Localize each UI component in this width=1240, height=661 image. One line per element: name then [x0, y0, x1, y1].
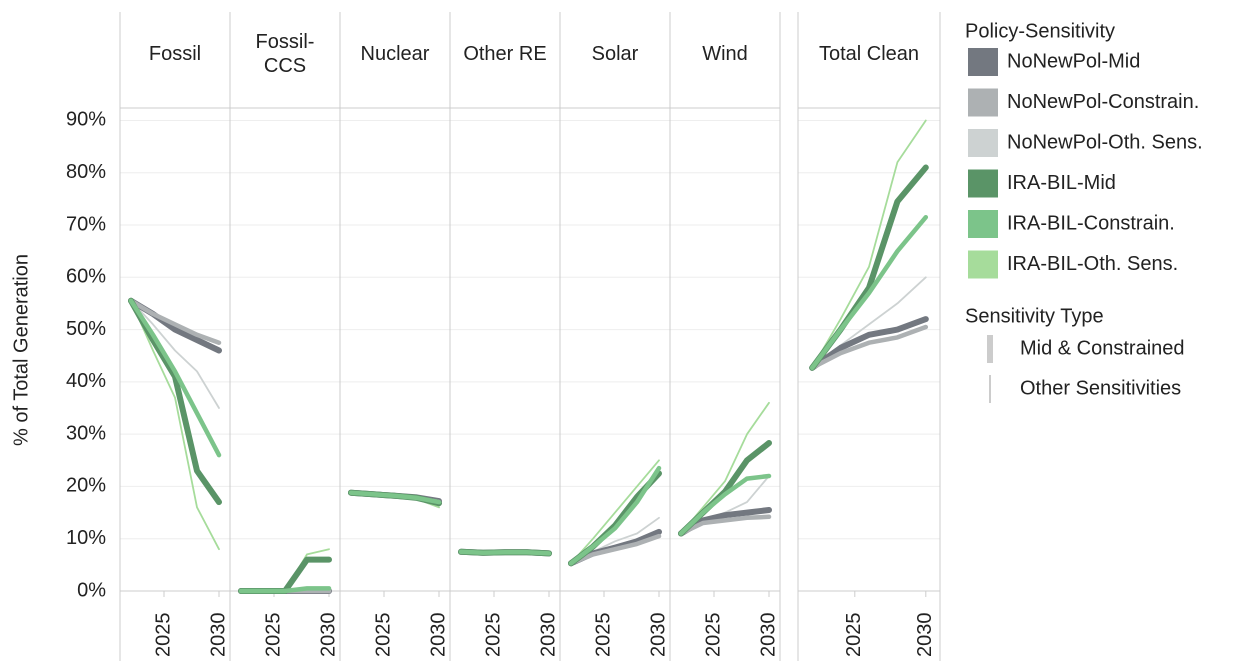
series-line [348, 490, 442, 505]
y-tick-label: 80% [66, 161, 106, 183]
x-tick-label: 2025 [372, 613, 394, 658]
x-tick-label: 2030 [427, 613, 449, 658]
series-line [570, 459, 660, 565]
panel-title: Solar [591, 43, 639, 65]
y-tick-label: 10% [66, 527, 106, 549]
series-line [240, 548, 330, 592]
legend-swatch [968, 210, 998, 238]
panel-title: Other RE [463, 43, 547, 65]
x-tick-label: 2025 [482, 613, 504, 658]
legend-swatch [968, 129, 998, 157]
legend-swatch [968, 169, 998, 198]
legend-label: Other Sensitivities [1020, 377, 1181, 399]
series-line [568, 465, 662, 566]
series-line [458, 549, 552, 556]
legend-swatch [968, 88, 998, 117]
x-tick-label: 2025 [262, 613, 284, 658]
legend-swatch [989, 375, 991, 403]
x-tick-label: 2030 [757, 613, 779, 658]
y-tick-label: 70% [66, 213, 106, 235]
y-tick-label: 20% [66, 475, 106, 497]
legend-swatch [968, 250, 998, 279]
series-line [811, 119, 927, 369]
legend-label: NoNewPol-Mid [1007, 50, 1140, 72]
y-tick-label: 30% [66, 422, 106, 444]
legend-label: IRA-BIL-Oth. Sens. [1007, 253, 1178, 275]
panel-title: Nuclear [360, 43, 430, 65]
series-line [128, 298, 222, 458]
series-line [568, 533, 662, 566]
legend-label: IRA-BIL-Constrain. [1007, 212, 1175, 234]
legend-label: NoNewPol-Oth. Sens. [1007, 131, 1203, 153]
x-tick-label: 2030 [914, 613, 936, 658]
legend-label: IRA-BIL-Mid [1007, 172, 1116, 194]
series-line [238, 586, 332, 594]
series-line [809, 324, 929, 371]
x-tick-label: 2025 [843, 613, 865, 658]
x-tick-label: 2030 [317, 613, 339, 658]
series-line [809, 214, 929, 371]
x-tick-label: 2025 [152, 613, 174, 658]
x-tick-label: 2030 [647, 613, 669, 658]
y-tick-label: 40% [66, 370, 106, 392]
x-tick-label: 2030 [537, 613, 559, 658]
y-tick-label: 60% [66, 266, 106, 288]
y-axis-label: % of Total Generation [10, 254, 32, 446]
panel-title: Wind [702, 43, 748, 65]
series-line [678, 473, 772, 536]
legend-swatch [987, 335, 993, 363]
y-tick-label: 0% [77, 579, 106, 601]
x-tick-label: 2025 [702, 613, 724, 658]
series-line [809, 316, 929, 371]
panel-title: Total Clean [818, 43, 920, 65]
series-line [130, 299, 220, 409]
x-tick-label: 2025 [592, 613, 614, 658]
legend-label: NoNewPol-Constrain. [1007, 91, 1199, 113]
legend-title: Sensitivity Type [965, 305, 1104, 327]
x-tick-label: 2030 [207, 613, 229, 658]
series-line [130, 299, 220, 551]
series-line [678, 514, 772, 536]
legend-swatch [968, 48, 998, 76]
panel-title: Fossil- CCS [255, 31, 315, 77]
legend-label: Mid & Constrained [1020, 337, 1185, 359]
y-tick-label: 90% [66, 109, 106, 131]
y-tick-label: 50% [66, 318, 106, 340]
panel-title: Fossil [148, 43, 202, 65]
legend-title: Policy-Sensitivity [965, 20, 1115, 42]
series-line [128, 298, 222, 345]
